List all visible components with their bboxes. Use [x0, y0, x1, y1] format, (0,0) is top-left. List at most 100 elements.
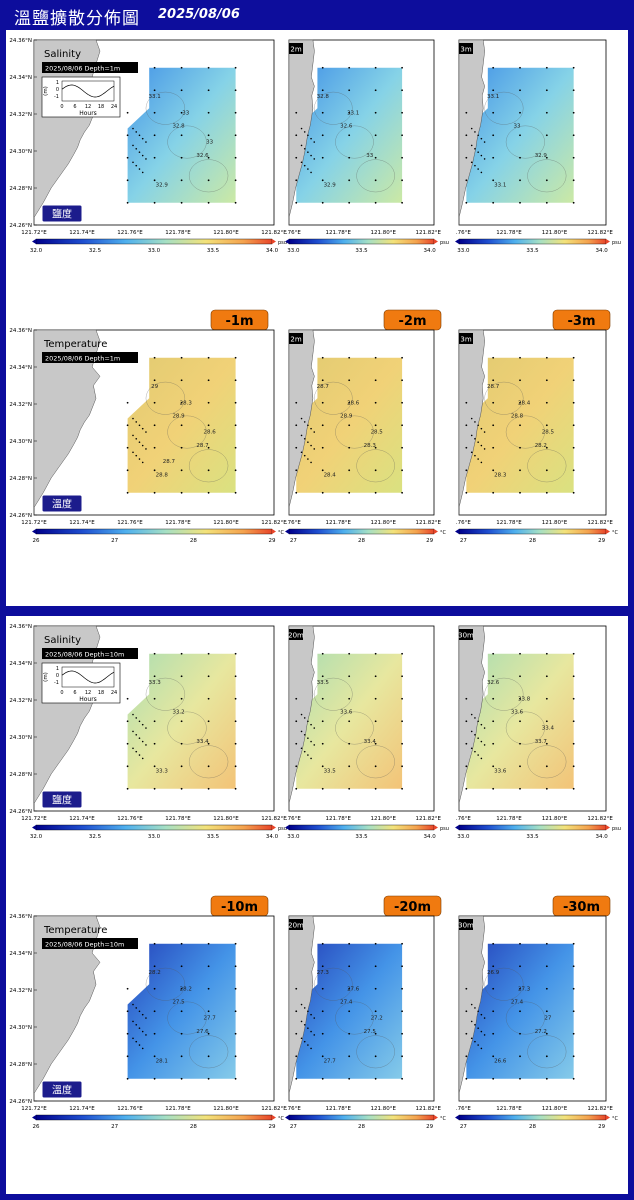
- station-dot: [300, 161, 303, 164]
- station-dot: [374, 424, 377, 427]
- station-dot: [303, 164, 306, 167]
- station-dot: [132, 144, 134, 147]
- station-dot: [545, 675, 548, 678]
- variable-badge: 鹽度: [52, 794, 72, 807]
- variable-title: Temperature: [43, 925, 107, 936]
- station-dot: [295, 697, 298, 700]
- station-dot: [153, 201, 156, 204]
- station-dot: [572, 765, 575, 768]
- colorbar-under-arrow: [455, 825, 459, 830]
- station-dot: [295, 1010, 298, 1013]
- contour-label: 33.1: [487, 94, 499, 100]
- station-dot: [572, 89, 575, 92]
- station-dot: [207, 942, 210, 945]
- station-dot: [572, 469, 575, 472]
- lat-tick-label: 24.32°N: [9, 112, 32, 118]
- lon-tick-label: 121.78°E: [326, 1106, 352, 1112]
- depth-label-bg: [289, 43, 303, 54]
- station-dot: [207, 1032, 210, 1035]
- station-dot: [465, 179, 468, 182]
- station-dot: [480, 1047, 483, 1050]
- station-dot: [492, 156, 495, 159]
- lat-tick-label: 24.26°N: [9, 223, 32, 229]
- lon-tick-label: 121.82°E: [587, 520, 613, 526]
- station-dot: [474, 1040, 476, 1043]
- lon-tick-label: 121.80°E: [371, 230, 397, 236]
- station-dot: [153, 1077, 156, 1080]
- station-dot: [207, 742, 210, 745]
- station-dot: [470, 434, 473, 437]
- station-dot: [348, 765, 351, 768]
- lon-tick-label: 121.80°E: [371, 816, 397, 822]
- station-dot: [234, 201, 237, 204]
- tide-ytick: 1: [56, 666, 59, 672]
- station-dot: [470, 1003, 473, 1006]
- colorbar-over-arrow: [434, 1115, 438, 1120]
- station-dot: [207, 179, 210, 182]
- station-dot: [153, 446, 156, 449]
- page-title: 溫鹽擴散分佈圖: [14, 9, 140, 29]
- colorbar-over-arrow: [434, 825, 438, 830]
- station-dot: [303, 733, 306, 736]
- station-dot: [401, 720, 403, 723]
- station-dot: [321, 156, 324, 159]
- station-dot: [348, 111, 351, 114]
- station-dot: [401, 89, 403, 92]
- depth-tab-label: -10m: [221, 900, 258, 915]
- station-dot: [207, 765, 210, 768]
- station-dot: [153, 379, 156, 382]
- station-dot: [180, 1055, 183, 1058]
- station-dot: [321, 765, 324, 768]
- station-dot: [295, 742, 298, 745]
- station-dot: [545, 179, 548, 182]
- station-dot: [180, 401, 183, 404]
- station-dot: [321, 1055, 324, 1058]
- station-dot: [477, 441, 479, 443]
- station-dot: [310, 427, 312, 430]
- contour-line: [145, 91, 186, 125]
- contour-line: [167, 711, 207, 745]
- colorbar-tick: 27: [460, 538, 467, 544]
- colorbar-tick: 34.0: [595, 248, 608, 254]
- station-dot: [207, 134, 210, 137]
- station-dot: [374, 446, 377, 449]
- info-box: [42, 938, 138, 949]
- station-dot: [374, 134, 377, 137]
- contour-label: 33.4: [364, 739, 377, 745]
- station-dot: [470, 144, 473, 147]
- station-dot: [321, 111, 324, 114]
- station-dot: [313, 1034, 316, 1036]
- colorbar-unit: °C: [612, 1116, 619, 1122]
- lat-tick-label: 24.36°N: [9, 914, 32, 920]
- station-dot: [153, 469, 156, 472]
- station-dot: [401, 1032, 403, 1035]
- station-dot: [207, 1010, 210, 1013]
- contour-label: 27.4: [511, 1000, 524, 1006]
- station-dot: [572, 401, 575, 404]
- contour-label: 28.7: [163, 459, 176, 465]
- station-dot: [180, 965, 183, 968]
- station-dot: [374, 1077, 377, 1080]
- contour-label: 27.7: [324, 1058, 337, 1064]
- tide-xtick: 24: [111, 690, 117, 696]
- lat-tick-label: 24.34°N: [9, 661, 32, 667]
- station-dot: [519, 89, 521, 92]
- station-dot: [401, 491, 403, 494]
- station-dot: [153, 401, 156, 404]
- station-dot: [135, 131, 138, 133]
- colorbar: [35, 824, 273, 831]
- station-dot: [153, 987, 156, 990]
- contour-line: [335, 711, 374, 745]
- station-dot: [474, 131, 476, 133]
- tide-xlabel: Hours: [79, 110, 97, 117]
- colorbar-over-arrow: [272, 1115, 276, 1120]
- contour-line: [167, 125, 207, 159]
- contour-line: [335, 415, 374, 449]
- lat-tick-label: 24.36°N: [9, 38, 32, 44]
- station-dot: [307, 441, 309, 443]
- lat-tick-label: 24.34°N: [9, 951, 32, 957]
- station-dot: [300, 1037, 303, 1040]
- station-dot: [465, 1077, 468, 1080]
- station-dot: [207, 720, 210, 723]
- station-dot: [321, 742, 324, 745]
